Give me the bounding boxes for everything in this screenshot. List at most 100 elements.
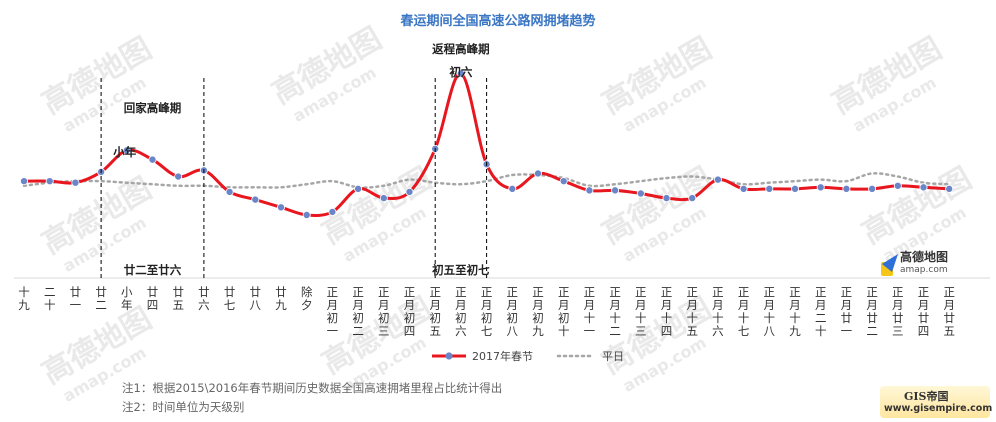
x-tick-label: 十 <box>764 311 776 325</box>
x-tick-label: 月 <box>943 298 955 312</box>
x-tick-label: 正 <box>943 285 955 299</box>
x-tick-label: 月 <box>635 298 647 312</box>
x-tick-label: 十 <box>609 311 621 325</box>
x-tick-label: 廿 <box>866 311 878 325</box>
x-tick-label: 初 <box>481 311 493 325</box>
x-tick-label: 四 <box>661 324 673 338</box>
data-point <box>559 177 568 186</box>
x-tick-label: 初 <box>429 311 441 325</box>
x-tick-label: 九 <box>275 298 287 312</box>
annotation-range1: 廿二至廿六 <box>124 263 182 277</box>
x-tick-label: 十 <box>558 324 570 338</box>
x-tick-label: 初 <box>558 311 570 325</box>
x-tick-label: 五 <box>172 298 184 312</box>
x-tick-label: 九 <box>789 324 801 338</box>
x-tick-label: 正 <box>738 285 750 299</box>
x-tick-label: 十 <box>661 311 673 325</box>
data-point <box>919 183 928 192</box>
x-tick-label: 正 <box>481 285 493 299</box>
x-tick-label: 十 <box>44 298 56 312</box>
data-point <box>405 187 414 196</box>
data-point <box>842 184 851 193</box>
x-tick-label: 三 <box>892 324 904 338</box>
data-point <box>379 194 388 203</box>
x-tick-label: 廿 <box>198 285 210 299</box>
x-tick-label: 廿 <box>172 285 184 299</box>
x-tick-label: 二 <box>609 324 621 338</box>
data-point <box>276 203 285 212</box>
data-point <box>688 194 697 203</box>
x-tick-label: 十 <box>686 311 698 325</box>
x-tick-label: 月 <box>918 298 930 312</box>
x-tick-label: 正 <box>507 285 519 299</box>
annotation-range2: 初五至初七 <box>432 263 490 277</box>
x-tick-label: 月 <box>712 298 724 312</box>
x-tick-label: 廿 <box>892 311 904 325</box>
data-point <box>122 146 131 155</box>
data-point <box>611 186 620 195</box>
data-point <box>456 69 465 78</box>
data-point <box>765 184 774 193</box>
x-tick-label: 正 <box>455 285 467 299</box>
x-tick-label: 月 <box>429 298 441 312</box>
x-tick-label: 六 <box>455 324 467 338</box>
x-tick-label: 七 <box>224 298 236 312</box>
x-tick-label: 初 <box>352 311 364 325</box>
x-tick-label: 九 <box>18 298 30 312</box>
x-tick-label: 廿 <box>841 311 853 325</box>
data-point <box>251 195 260 204</box>
data-point <box>739 184 748 193</box>
x-tick-label: 四 <box>404 324 416 338</box>
x-tick-label: 正 <box>404 285 416 299</box>
x-tick-label: 月 <box>764 298 776 312</box>
legend-label-avg: 平日 <box>602 350 624 363</box>
annotation-xiaonian: 小年 <box>112 145 136 159</box>
x-tick-label: 正 <box>327 285 339 299</box>
x-tick-label: 二 <box>815 311 827 325</box>
amap-logo: 高德地图 amap.com <box>880 246 970 286</box>
x-tick-label: 月 <box>455 298 467 312</box>
x-tick-label: 十 <box>815 324 827 338</box>
x-tick-label: 月 <box>609 298 621 312</box>
data-point <box>534 169 543 178</box>
x-tick-label: 正 <box>764 285 776 299</box>
data-point <box>225 187 234 196</box>
x-tick-label: 一 <box>327 324 339 338</box>
x-tick-label: 月 <box>558 298 570 312</box>
legend-label-2017: 2017年春节 <box>472 349 533 363</box>
x-tick-label: 月 <box>841 298 853 312</box>
x-tick-label: 月 <box>481 298 493 312</box>
x-tick-label: 八 <box>250 298 262 312</box>
note-1: 注1：根据2015\2016年春节期间历史数据全国高速拥堵里程占比统计得出 <box>122 381 503 395</box>
x-tick-label: 正 <box>609 285 621 299</box>
x-tick-label: 廿 <box>943 311 955 325</box>
data-point <box>893 181 902 190</box>
data-point <box>508 184 517 193</box>
x-tick-label: 廿 <box>250 285 262 299</box>
x-tick-label: 年 <box>121 298 133 312</box>
data-point <box>662 194 671 203</box>
x-tick-label: 八 <box>507 324 519 338</box>
x-tick-label: 正 <box>686 285 698 299</box>
x-tick-label: 廿 <box>224 285 236 299</box>
x-tick-label: 正 <box>661 285 673 299</box>
annotation-back-peak: 返程高峰期 <box>432 42 490 56</box>
x-tick-label: 三 <box>378 324 390 338</box>
x-tick-label: 月 <box>352 298 364 312</box>
x-tick-label: 除 <box>301 285 313 299</box>
x-tick-label: 九 <box>532 324 544 338</box>
x-tick-label: 月 <box>584 298 596 312</box>
x-tick-label: 月 <box>404 298 416 312</box>
data-point <box>868 184 877 193</box>
x-tick-label: 月 <box>532 298 544 312</box>
data-point <box>816 183 825 192</box>
data-point <box>45 177 54 186</box>
x-tick-label: 正 <box>558 285 570 299</box>
x-tick-label: 月 <box>738 298 750 312</box>
data-point <box>174 172 183 181</box>
x-tick-label: 初 <box>327 311 339 325</box>
x-tick-label: 十 <box>635 311 647 325</box>
x-tick-label: 初 <box>404 311 416 325</box>
chart-title: 春运期间全国高速公路网拥堵趋势 <box>400 14 596 29</box>
